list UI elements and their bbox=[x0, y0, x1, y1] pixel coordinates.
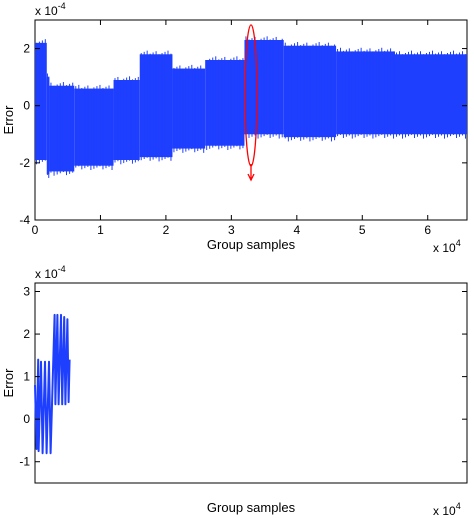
data-series-bottom bbox=[34, 313, 71, 455]
chart-bottom: 3.3143.3153.3163.3173.3183.3193.323.321-… bbox=[1, 264, 468, 518]
x-multiplier-exponent-top: 4 bbox=[456, 238, 461, 248]
y-tick-label: -1 bbox=[19, 455, 30, 469]
x-tick-label: 3 bbox=[228, 223, 235, 237]
x-axis-label-bottom: Group samples bbox=[207, 500, 296, 515]
y-multiplier-exponent-bottom: -4 bbox=[58, 264, 66, 274]
y-axis-label-top: Error bbox=[1, 105, 16, 135]
error-band-segment bbox=[35, 42, 47, 160]
sawtooth-line bbox=[34, 313, 71, 455]
y-tick-label: 2 bbox=[23, 42, 30, 56]
x-multiplier-top: x 104 bbox=[433, 238, 461, 255]
x-multiplier-base-top: x 10 bbox=[433, 241, 456, 255]
x-multiplier-bottom: x 104 bbox=[433, 501, 461, 518]
y-multiplier-exponent-top: -4 bbox=[58, 1, 66, 11]
x-tick-label: 0 bbox=[32, 223, 39, 237]
y-axis-label-bottom: Error bbox=[1, 368, 16, 398]
error-band-segment bbox=[46, 77, 50, 175]
error-band-segment bbox=[395, 54, 467, 135]
axis-ticks-top: 0 1 2 3 4 5 6 -4 -2 0 2 bbox=[19, 20, 467, 237]
y-tick-label: -4 bbox=[19, 213, 30, 227]
highlight-arrow-head bbox=[247, 173, 255, 182]
y-multiplier-bottom: x 10-4 bbox=[35, 264, 66, 281]
x-multiplier-base-bottom: x 10 bbox=[433, 504, 456, 518]
x-tick-label: 2 bbox=[163, 223, 170, 237]
y-tick-label: 1 bbox=[23, 370, 30, 384]
chart-top: 0 1 2 3 4 5 6-4-202 Group samples Error x 10-4… bbox=[1, 1, 468, 255]
x-tick-label: 5 bbox=[359, 223, 366, 237]
y-tick-label: 3 bbox=[23, 285, 30, 299]
x-axis-label-top: Group samples bbox=[207, 237, 296, 252]
y-tick-label: -2 bbox=[19, 156, 30, 170]
y-tick-label: 0 bbox=[23, 99, 30, 113]
y-multiplier-base-top: x 10 bbox=[35, 4, 58, 18]
x-tick-label: 4 bbox=[293, 223, 300, 237]
y-tick-label: 0 bbox=[23, 412, 30, 426]
y-multiplier-top: x 10-4 bbox=[35, 1, 66, 18]
axis-ticks-bottom: 3.3143.3153.3163.3173.3183.3193.323.321-… bbox=[19, 285, 467, 469]
y-multiplier-base-bottom: x 10 bbox=[35, 267, 58, 281]
error-band-segment bbox=[336, 51, 395, 135]
x-multiplier-exponent-bottom: 4 bbox=[456, 501, 461, 511]
error-band-segment bbox=[49, 85, 75, 172]
data-series-top bbox=[35, 36, 467, 178]
y-tick-label: 2 bbox=[23, 327, 30, 341]
x-tick-label: 6 bbox=[424, 223, 431, 237]
plot-area-bottom bbox=[34, 282, 468, 484]
x-tick-label: 1 bbox=[97, 223, 104, 237]
annotation-ellipse bbox=[244, 24, 258, 182]
